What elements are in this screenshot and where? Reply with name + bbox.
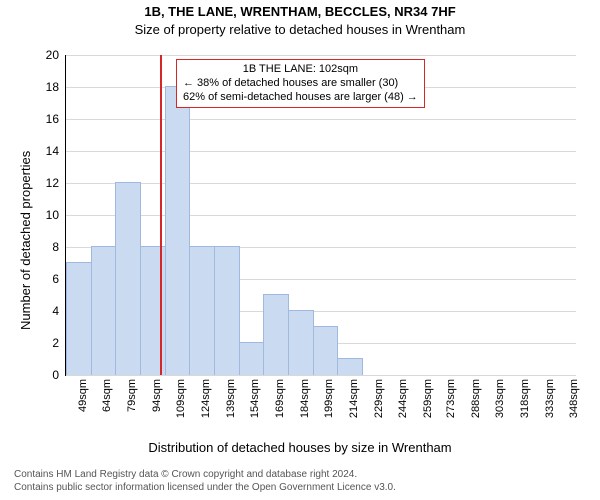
annotation-line: ← 38% of detached houses are smaller (30…	[183, 77, 418, 91]
attribution-line: Contains HM Land Registry data © Crown c…	[14, 468, 396, 481]
plot-area: 1B THE LANE: 102sqm← 38% of detached hou…	[65, 55, 576, 376]
y-axis-label: Number of detached properties	[18, 151, 33, 330]
gridline	[66, 119, 576, 120]
x-tick-label: 303sqm	[494, 379, 506, 439]
x-tick-label: 64sqm	[101, 379, 113, 439]
x-tick-label: 214sqm	[348, 379, 360, 439]
x-tick-label: 109sqm	[175, 379, 187, 439]
y-tick-label: 20	[35, 48, 59, 62]
histogram-bar	[91, 246, 117, 375]
y-tick-label: 14	[35, 144, 59, 158]
gridline	[66, 183, 576, 184]
chart-container: { "title": "1B, THE LANE, WRENTHAM, BECC…	[0, 0, 600, 500]
gridline	[66, 55, 576, 56]
y-tick-label: 0	[35, 368, 59, 382]
x-tick-label: 49sqm	[77, 379, 89, 439]
x-tick-label: 169sqm	[274, 379, 286, 439]
histogram-bar	[263, 294, 289, 375]
histogram-bar	[165, 86, 191, 375]
annotation-line: 62% of semi-detached houses are larger (…	[183, 91, 418, 105]
annotation-box: 1B THE LANE: 102sqm← 38% of detached hou…	[176, 59, 425, 108]
attribution-line: Contains public sector information licen…	[14, 481, 396, 494]
x-tick-label: 273sqm	[445, 379, 457, 439]
x-tick-label: 288sqm	[470, 379, 482, 439]
y-tick-label: 2	[35, 336, 59, 350]
gridline	[66, 151, 576, 152]
y-tick-label: 18	[35, 80, 59, 94]
attribution: Contains HM Land Registry data © Crown c…	[14, 468, 396, 494]
x-tick-label: 259sqm	[422, 379, 434, 439]
histogram-bar	[66, 262, 92, 375]
x-tick-label: 154sqm	[249, 379, 261, 439]
x-tick-label: 124sqm	[200, 379, 212, 439]
x-tick-label: 333sqm	[544, 379, 556, 439]
x-axis-label: Distribution of detached houses by size …	[0, 440, 600, 455]
y-tick-label: 4	[35, 304, 59, 318]
x-tick-label: 199sqm	[323, 379, 335, 439]
histogram-bar	[214, 246, 240, 375]
gridline	[66, 375, 576, 376]
x-tick-label: 229sqm	[373, 379, 385, 439]
chart-subtitle: Size of property relative to detached ho…	[0, 22, 600, 37]
histogram-bar	[313, 326, 339, 375]
x-tick-label: 244sqm	[397, 379, 409, 439]
histogram-bar	[140, 246, 166, 375]
histogram-bar	[189, 246, 215, 375]
x-tick-label: 318sqm	[519, 379, 531, 439]
chart-title: 1B, THE LANE, WRENTHAM, BECCLES, NR34 7H…	[0, 4, 600, 19]
histogram-bar	[239, 342, 265, 375]
y-tick-label: 8	[35, 240, 59, 254]
y-tick-label: 12	[35, 176, 59, 190]
x-tick-label: 348sqm	[568, 379, 580, 439]
histogram-bar	[115, 182, 141, 375]
y-tick-label: 10	[35, 208, 59, 222]
histogram-bar	[288, 310, 314, 375]
y-tick-label: 16	[35, 112, 59, 126]
gridline	[66, 215, 576, 216]
histogram-bar	[337, 358, 363, 375]
annotation-line: 1B THE LANE: 102sqm	[183, 63, 418, 77]
x-tick-label: 139sqm	[225, 379, 237, 439]
y-tick-label: 6	[35, 272, 59, 286]
reference-line	[160, 55, 162, 375]
x-tick-label: 94sqm	[151, 379, 163, 439]
x-tick-label: 184sqm	[299, 379, 311, 439]
x-tick-label: 79sqm	[126, 379, 138, 439]
